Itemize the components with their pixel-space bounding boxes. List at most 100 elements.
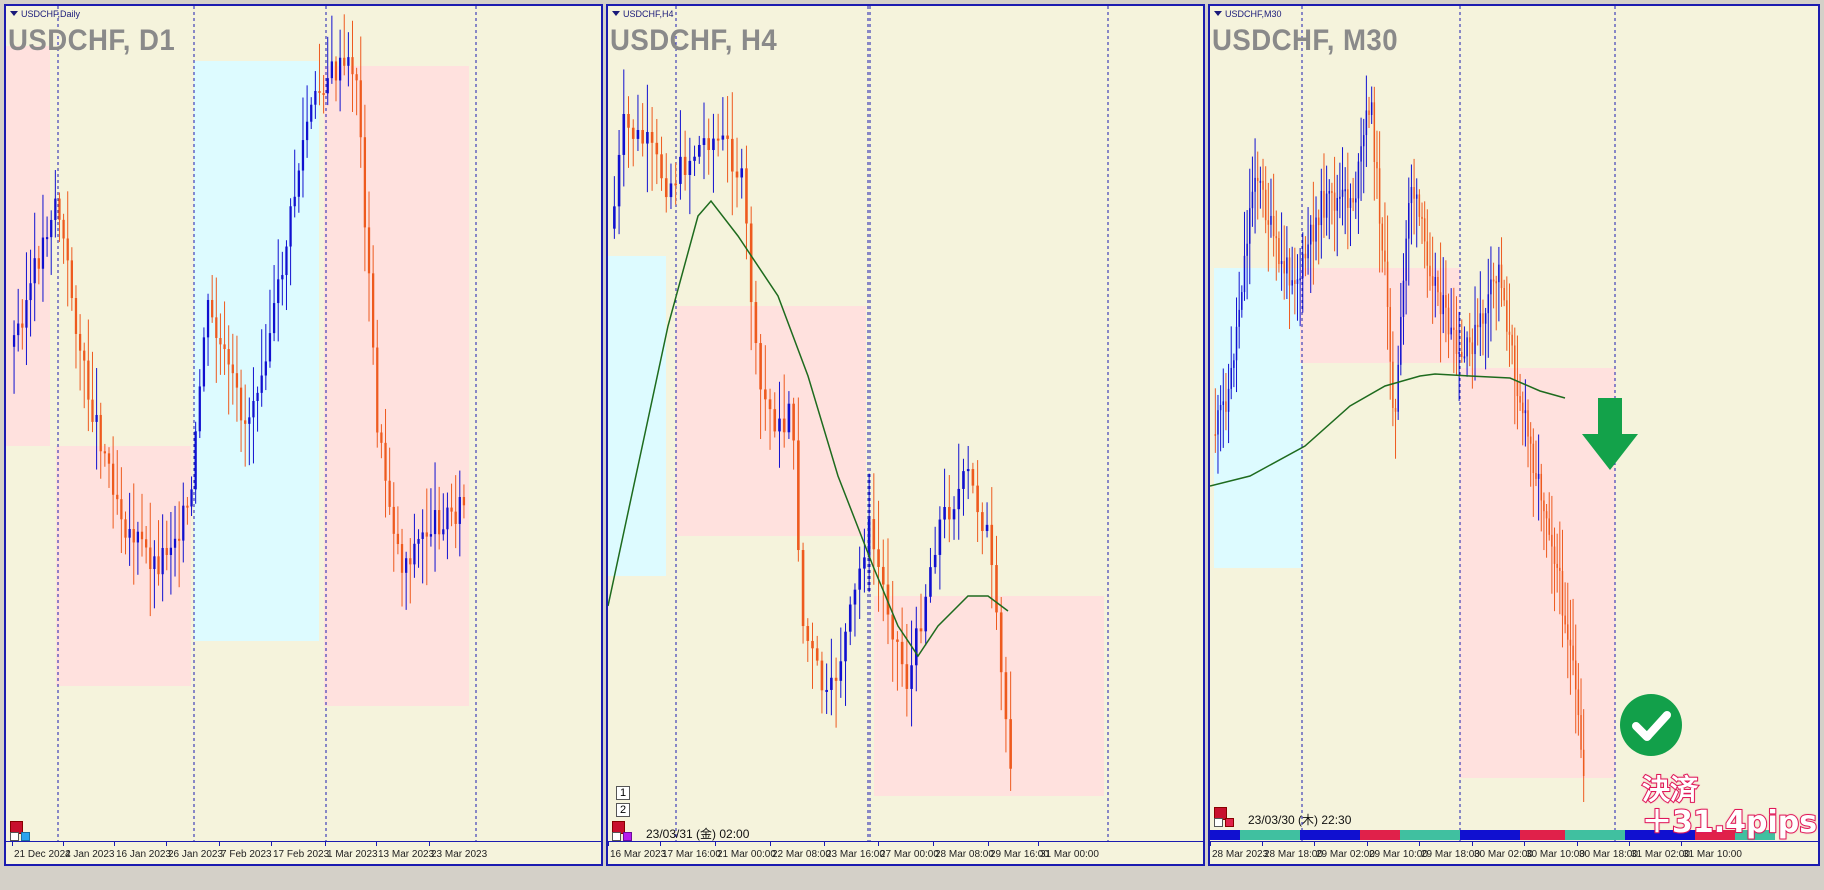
candle-body (716, 138, 720, 141)
candle-body (754, 302, 758, 344)
blue-indicator-icon[interactable] (21, 832, 30, 841)
candle-body (1442, 295, 1444, 315)
purple-indicator-icon[interactable] (623, 832, 632, 841)
candle-body (1355, 198, 1357, 203)
candle-body (396, 533, 400, 545)
candle-body (1545, 511, 1548, 519)
candle-body (136, 531, 140, 543)
candle-body (825, 689, 828, 692)
candle-body (990, 524, 994, 566)
candle-body (848, 604, 852, 632)
candle-body (1474, 324, 1476, 355)
time-axis-label: 1 Mar 2023 (327, 849, 378, 860)
candle-body (376, 347, 379, 433)
candle-body (1516, 381, 1519, 397)
time-axis-tick (1524, 842, 1525, 846)
candle-body (1508, 331, 1511, 335)
candle-body (1241, 292, 1243, 310)
candle-body (1365, 110, 1368, 136)
candle-body (844, 631, 847, 662)
zone-rect (608, 256, 666, 576)
candle-body (1389, 306, 1391, 362)
candle-body (900, 641, 904, 665)
time-axis-tick (1210, 842, 1211, 846)
candle-body (1304, 253, 1307, 259)
candle-body (124, 519, 127, 538)
settings-toggle-icon[interactable] (612, 832, 621, 841)
candle-body (322, 93, 325, 96)
candle-body (157, 556, 160, 575)
candle-body (1503, 287, 1505, 301)
candle-body (1009, 719, 1012, 769)
candle-body (1256, 177, 1259, 182)
dropdown-triangle-icon[interactable] (612, 11, 620, 16)
candle-body (120, 499, 123, 520)
candle-body (45, 237, 49, 240)
candle-body (310, 104, 313, 122)
chart-panel-m30[interactable]: USDCHF,M30 USDCHF, M30 23/03/30 (木) 22:3… (1208, 4, 1820, 866)
candle-body (664, 178, 668, 198)
time-axis-label: 30 Mar 18:00 (1579, 849, 1638, 860)
candle-body (1410, 187, 1413, 204)
candle-body (99, 414, 102, 452)
time-axis-label: 28 Mar 08:00 (935, 849, 994, 860)
candle-body (1376, 162, 1378, 169)
candle-body (153, 556, 156, 570)
settings-toggle-icon[interactable] (1214, 818, 1223, 827)
time-axis-tick (114, 842, 115, 846)
candle-body (830, 677, 833, 690)
chart-panel-h4[interactable]: USDCHF,H4 USDCHF, H4 1 2 23/03/31 (金) 02… (606, 4, 1205, 866)
candle-body (161, 547, 164, 575)
candle-body (1243, 255, 1246, 293)
candle-body (1325, 193, 1328, 218)
candle-body (985, 524, 989, 532)
candle-body (1317, 217, 1320, 226)
candle-body (215, 317, 218, 338)
candle-body (186, 505, 189, 508)
candle-body (429, 534, 433, 537)
candle-body (409, 558, 412, 565)
dropdown-triangle-icon[interactable] (10, 11, 18, 16)
zone-rect (194, 61, 319, 641)
candle-body (1445, 295, 1447, 308)
time-axis-label: 29 Mar 02:00 (1316, 849, 1375, 860)
crosshair-timestamp: 23/03/31 (金) 02:00 (646, 827, 750, 841)
candle-body (646, 132, 649, 144)
candle-body (1214, 434, 1217, 436)
time-axis-tick (715, 842, 716, 846)
candle-body (1450, 327, 1452, 335)
candle-body (1288, 257, 1291, 286)
candle-body (417, 538, 420, 544)
candle-body (318, 90, 321, 94)
candle-body (442, 529, 445, 535)
window-button-2[interactable]: 2 (616, 803, 630, 817)
candle-body (1347, 189, 1349, 208)
time-axis-label: 21 Dec 2022 (14, 849, 71, 860)
candle-body (1492, 279, 1495, 282)
candle-body (778, 418, 781, 432)
window-button-1[interactable]: 1 (616, 786, 630, 800)
candle-body (1286, 257, 1288, 274)
red-indicator-icon[interactable] (1225, 818, 1234, 827)
dropdown-triangle-icon[interactable] (1214, 11, 1222, 16)
time-axis-label: 4 Jan 2023 (65, 849, 115, 860)
candle-body (1500, 264, 1503, 288)
candle-body (1400, 316, 1402, 365)
candle-body (239, 387, 243, 421)
candle-body (1556, 563, 1558, 568)
candle-body (74, 298, 78, 334)
candle-body (872, 519, 876, 550)
candle-body (268, 333, 272, 362)
candle-body (693, 156, 696, 161)
candle-body (1455, 329, 1458, 354)
candle-body (277, 279, 280, 304)
candle-body (613, 206, 616, 229)
settings-toggle-icon[interactable] (10, 832, 19, 841)
candle-body (58, 198, 61, 220)
chart-title: USDCHF, M30 (1212, 24, 1399, 57)
time-axis-label: 16 Jan 2023 (116, 849, 172, 860)
chart-panel-d1[interactable]: USDCHF,Daily USDCHF, D1 21 Dec 2022 4 Jan… (4, 4, 603, 866)
time-axis-label: 17 Feb 2023 (273, 849, 330, 860)
candle-body (1561, 570, 1564, 616)
time-axis-label: 28 Mar 2023 (1212, 849, 1269, 860)
